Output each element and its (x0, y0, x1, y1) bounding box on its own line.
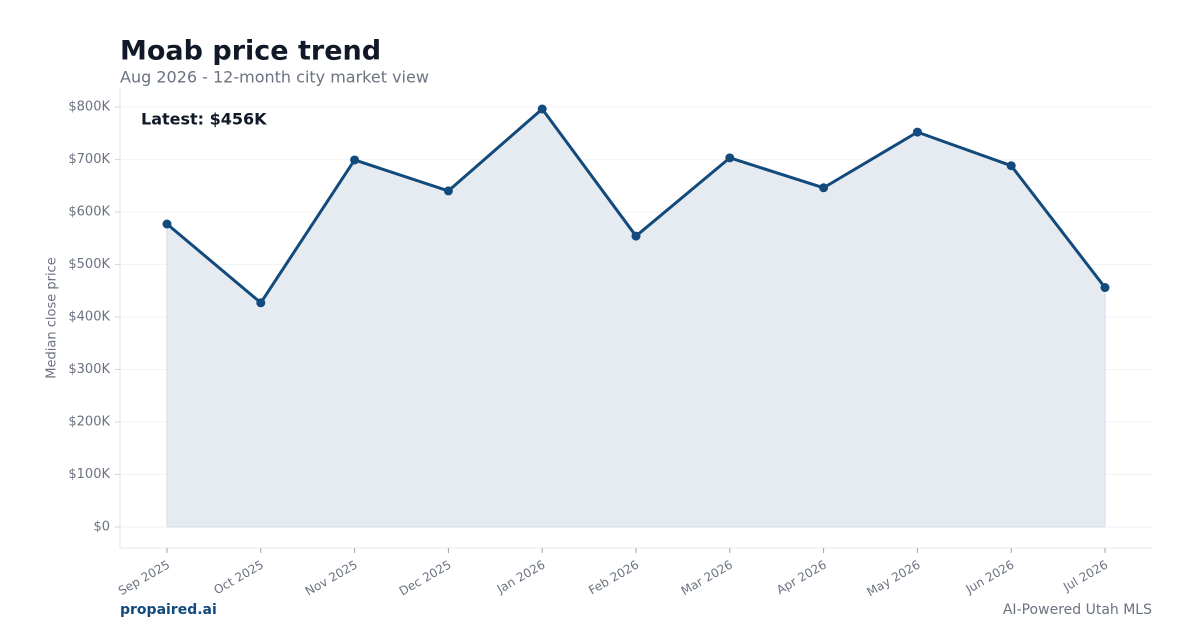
y-tick-label: $800K (68, 99, 110, 114)
x-tick-label: May 2026 (864, 558, 922, 600)
x-tick-label: Nov 2025 (303, 558, 360, 599)
x-tick-label: Jul 2026 (1060, 558, 1110, 595)
x-tick-label: Mar 2026 (679, 558, 735, 599)
footer-brand: propaired.ai (120, 602, 217, 618)
footer-note: AI-Powered Utah MLS (1003, 602, 1152, 618)
y-tick-label: $600K (68, 204, 110, 219)
point (537, 104, 547, 114)
x-tick-label: Jun 2026 (963, 558, 1017, 597)
point (162, 219, 172, 229)
point (1100, 283, 1110, 293)
point (1006, 161, 1016, 171)
x-tick-label: Apr 2026 (774, 558, 829, 598)
y-axis-label: Median close price (45, 257, 60, 378)
x-tick-label: Oct 2025 (211, 558, 266, 598)
y-tick-label: $500K (68, 257, 110, 272)
point (350, 155, 360, 165)
y-tick-label: $300K (68, 362, 110, 377)
y-tick-label: $200K (68, 414, 110, 429)
point (912, 127, 922, 137)
y-tick-label: $100K (68, 467, 110, 482)
area (166, 108, 1106, 528)
y-tick-label: $0 (93, 519, 110, 534)
chart-subtitle: Aug 2026 - 12-month city market view (120, 68, 429, 87)
point (725, 153, 735, 163)
point (443, 186, 453, 196)
x-tick-label: Dec 2025 (397, 558, 454, 599)
y-tick-label: $400K (68, 309, 110, 324)
x-tick-label: Feb 2026 (586, 558, 641, 598)
point (631, 231, 641, 241)
annotation: Latest: $456K (141, 110, 267, 129)
x-tick-label: Sep 2025 (116, 558, 172, 599)
chart-title: Moab price trend (120, 36, 381, 67)
y-tick-label: $700K (68, 152, 110, 167)
point (819, 183, 829, 193)
point (256, 298, 266, 308)
x-tick-label: Jan 2026 (494, 558, 548, 597)
